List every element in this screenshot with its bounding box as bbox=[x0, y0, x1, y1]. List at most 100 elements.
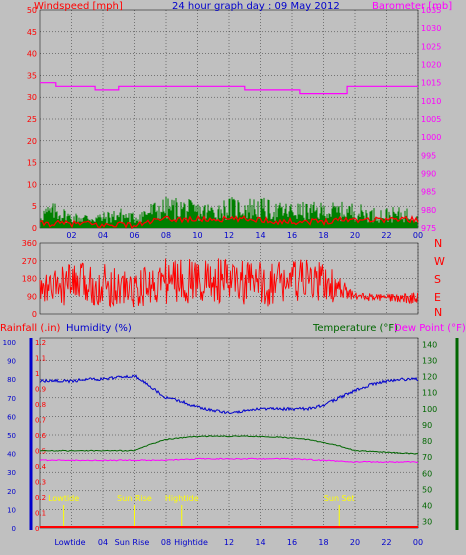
x-tick-label: 12 bbox=[224, 231, 234, 240]
rain-tick-label: 0 bbox=[35, 525, 39, 533]
temperature-tick-label: 70 bbox=[422, 453, 432, 462]
event-label: Sun Set bbox=[324, 494, 355, 503]
rain-tick-label: 0.5 bbox=[35, 448, 46, 456]
wind-tick-label: 25 bbox=[27, 115, 37, 124]
x-tick-label: 22 bbox=[381, 538, 391, 547]
rain-tick-label: 0.2 bbox=[35, 494, 46, 502]
baro-tick-label: 1015 bbox=[421, 79, 441, 88]
x-tick-label: 04 bbox=[98, 231, 108, 240]
baro-tick-label: 975 bbox=[421, 224, 436, 233]
wind-direction-data bbox=[39, 258, 419, 308]
x-tick-label: 06 bbox=[129, 231, 139, 240]
wind-direction-axis-ticks: 0 90 180 270 360 bbox=[22, 239, 37, 319]
wind-tick-label: 10 bbox=[27, 180, 37, 189]
humidity-axis-ticks: 0 10 20 30 40 50 60 70 80 90 100 bbox=[3, 339, 16, 533]
humidity-tick-label: 90 bbox=[7, 358, 16, 366]
baro-tick-label: 985 bbox=[421, 188, 436, 197]
compass-label: N bbox=[434, 306, 442, 319]
wind-baro-x-ticks: 02 04 06 08 10 12 14 16 18 20 22 00 bbox=[66, 231, 423, 240]
baro-axis-title: Barometer [mb] bbox=[372, 1, 452, 12]
direction-tick-label: 90 bbox=[27, 292, 37, 301]
humidity-tick-label: 80 bbox=[7, 376, 16, 384]
humidity-tick-label: 40 bbox=[7, 451, 16, 459]
temperature-line bbox=[39, 435, 418, 455]
x-tick-label: 08 bbox=[161, 231, 171, 240]
x-tick-label: 04 bbox=[98, 538, 108, 547]
wind-tick-label: 40 bbox=[27, 50, 37, 59]
humidity-tick-label: 60 bbox=[7, 413, 16, 421]
temperature-tick-label: 80 bbox=[422, 437, 432, 446]
compass-label: W bbox=[434, 255, 445, 268]
x-tick-label: 20 bbox=[350, 231, 360, 240]
rain-tick-label: 0.7 bbox=[35, 417, 46, 425]
x-tick-label: 18 bbox=[318, 231, 328, 240]
direction-tick-label: 0 bbox=[32, 310, 37, 319]
x-tick-label: 12 bbox=[224, 538, 234, 547]
rain-tick-label: 1.1 bbox=[35, 355, 46, 363]
wind-tick-label: 5 bbox=[32, 202, 37, 211]
baro-tick-label: 990 bbox=[421, 170, 436, 179]
wind-direction-line bbox=[39, 258, 419, 308]
x-tick-label: 14 bbox=[255, 231, 265, 240]
temperature-axis-title: Temperature (°F) bbox=[312, 323, 398, 334]
wind-axis-ticks: 0 5 10 15 20 25 30 35 40 45 50 bbox=[27, 6, 37, 233]
humidity-tick-label: 0 bbox=[12, 525, 16, 533]
temp-humidity-grid bbox=[40, 338, 419, 528]
tide-sun-events: Lowtide Sun Rise Hightide Sun Set bbox=[48, 494, 355, 526]
rain-tick-label: 1 bbox=[35, 370, 39, 378]
rain-tick-label: 1.2 bbox=[35, 339, 46, 347]
temp-humidity-data bbox=[39, 374, 419, 528]
rain-tick-label: 0.3 bbox=[35, 479, 46, 487]
compass-label: E bbox=[434, 291, 441, 304]
temperature-tick-label: 110 bbox=[422, 389, 437, 398]
x-tick-label: 22 bbox=[381, 231, 391, 240]
baro-tick-label: 1010 bbox=[421, 97, 441, 106]
event-label: Hightide bbox=[165, 494, 199, 503]
wind-tick-label: 50 bbox=[27, 6, 37, 15]
temperature-tick-label: 100 bbox=[422, 405, 437, 414]
dewpoint-axis-title: Dew Point (°F) bbox=[394, 323, 466, 334]
x-tick-label: 14 bbox=[255, 538, 265, 547]
wind-tick-label: 30 bbox=[27, 93, 37, 102]
direction-tick-label: 270 bbox=[22, 257, 37, 266]
wind-baro-grid bbox=[40, 10, 419, 228]
compass-label: S bbox=[434, 273, 441, 286]
compass-label: N bbox=[434, 237, 442, 250]
temp-humidity-x-ticks: Lowtide 04 Sun Rise 08 Hightide 12 14 16 18 20 22 0… bbox=[54, 538, 423, 547]
x-tick-label: 18 bbox=[318, 538, 328, 547]
x-tick-label: 20 bbox=[350, 538, 360, 547]
wind-tick-label: 35 bbox=[27, 71, 37, 80]
dewpoint-line bbox=[39, 457, 419, 464]
baro-tick-label: 1030 bbox=[421, 24, 441, 33]
baro-tick-label: 1035 bbox=[421, 6, 441, 15]
temp-humidity-plot-area bbox=[39, 337, 419, 529]
rain-tick-label: 0.1 bbox=[35, 510, 46, 518]
wind-tick-label: 15 bbox=[27, 159, 37, 168]
x-tick-label: 16 bbox=[287, 538, 297, 547]
humidity-tick-label: 10 bbox=[7, 506, 16, 514]
direction-tick-label: 180 bbox=[22, 275, 37, 284]
rain-tick-label: 0.9 bbox=[35, 386, 46, 394]
temperature-tick-label: 90 bbox=[422, 421, 432, 430]
temperature-axis-ticks: 30 40 50 60 70 80 90 100 110 120 130 140 bbox=[422, 340, 437, 526]
x-tick-label: Hightide bbox=[174, 538, 208, 547]
temperature-tick-label: 60 bbox=[422, 469, 432, 478]
humidity-tick-label: 70 bbox=[7, 395, 16, 403]
chart-title: 24 hour graph day : 09 May 2012 bbox=[172, 1, 340, 12]
temperature-tick-label: 130 bbox=[422, 357, 437, 366]
baro-tick-label: 995 bbox=[421, 151, 436, 160]
temperature-tick-label: 50 bbox=[422, 485, 432, 494]
baro-tick-label: 1000 bbox=[421, 133, 441, 142]
humidity-tick-label: 20 bbox=[7, 488, 16, 496]
direction-tick-label: 360 bbox=[22, 239, 37, 248]
rain-tick-label: 0.6 bbox=[35, 432, 47, 440]
humidity-tick-label: 50 bbox=[7, 432, 16, 440]
baro-tick-label: 980 bbox=[421, 206, 436, 215]
x-tick-label: 02 bbox=[66, 231, 76, 240]
x-tick-label: 16 bbox=[287, 231, 297, 240]
rain-tick-label: 0.4 bbox=[35, 463, 47, 471]
wind-tick-label: 45 bbox=[27, 28, 37, 37]
